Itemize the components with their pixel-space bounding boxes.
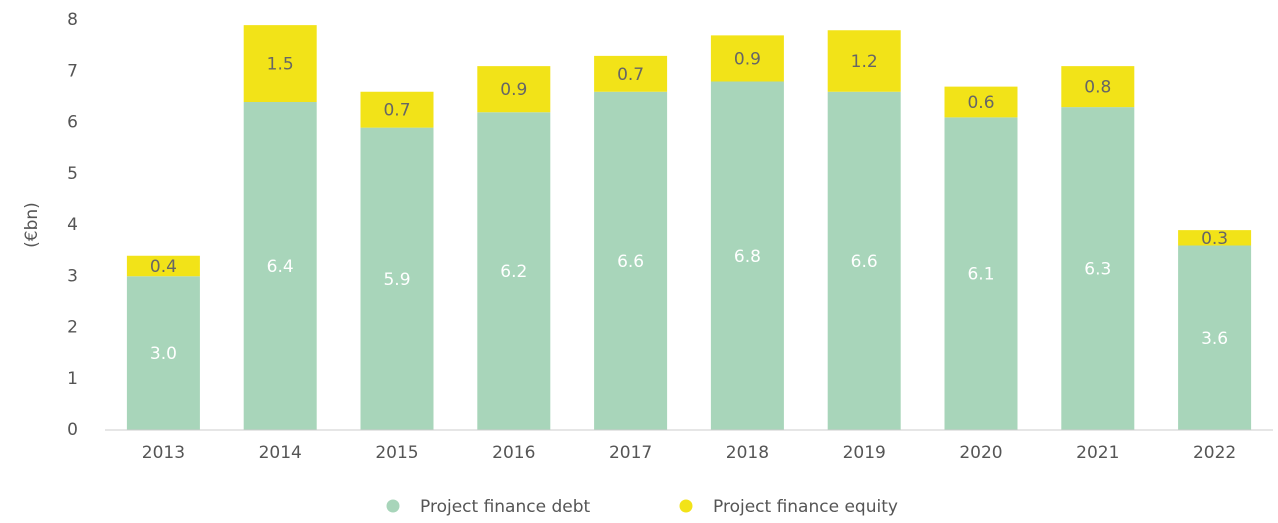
y-tick-label: 4 xyxy=(67,215,78,235)
bar-segment xyxy=(243,102,317,430)
legend-swatch xyxy=(386,499,400,513)
y-tick-label: 2 xyxy=(67,318,78,338)
y-tick-label: 0 xyxy=(67,420,78,440)
bar-segment xyxy=(827,91,901,430)
legend-label: Project finance equity xyxy=(713,497,898,517)
x-tick-label: 2018 xyxy=(726,443,769,463)
value-label: 6.3 xyxy=(1084,260,1111,280)
value-label: 6.4 xyxy=(267,257,294,277)
bar-segment xyxy=(477,66,551,113)
bar-segment xyxy=(944,86,1018,118)
bar-segment xyxy=(1061,107,1135,430)
value-label: 6.6 xyxy=(851,252,878,272)
bar-segment xyxy=(243,25,317,102)
bar-segment xyxy=(594,55,668,92)
value-label: 5.9 xyxy=(383,270,410,290)
legend-label: Project finance debt xyxy=(420,497,590,517)
value-label: 0.7 xyxy=(383,101,410,121)
bar-segment xyxy=(126,276,200,430)
value-label: 6.8 xyxy=(734,247,761,267)
y-tick-label: 1 xyxy=(67,369,78,389)
value-label: 0.3 xyxy=(1201,229,1228,249)
bar-segment xyxy=(594,91,668,430)
y-tick-label: 8 xyxy=(67,10,78,30)
bar-segment xyxy=(360,91,434,128)
x-tick-label: 2019 xyxy=(843,443,886,463)
value-label: 3.0 xyxy=(150,344,177,364)
y-tick-label: 5 xyxy=(67,164,78,184)
value-label: 0.6 xyxy=(967,93,994,113)
bar-segment xyxy=(126,255,200,277)
x-tick-label: 2020 xyxy=(959,443,1002,463)
bar-segment xyxy=(827,30,901,92)
bar-segment xyxy=(944,117,1018,430)
value-label: 6.6 xyxy=(617,252,644,272)
bar-segment xyxy=(477,112,551,430)
value-label: 0.8 xyxy=(1084,78,1111,98)
value-label: 0.9 xyxy=(734,49,761,69)
value-label: 1.2 xyxy=(851,52,878,72)
value-label: 0.7 xyxy=(617,65,644,85)
value-label: 3.6 xyxy=(1201,329,1228,349)
y-tick-label: 3 xyxy=(67,266,78,286)
y-axis-label: (€bn) xyxy=(22,202,42,248)
bar-segment xyxy=(1178,245,1252,430)
x-tick-label: 2016 xyxy=(492,443,535,463)
bar-segment xyxy=(710,35,784,82)
value-label: 6.1 xyxy=(967,265,994,285)
x-tick-label: 2014 xyxy=(259,443,302,463)
bar-segment xyxy=(710,81,784,430)
x-tick-label: 2015 xyxy=(375,443,418,463)
value-label: 1.5 xyxy=(267,55,294,75)
legend-swatch xyxy=(679,499,693,513)
y-tick-label: 6 xyxy=(67,113,78,133)
x-tick-label: 2017 xyxy=(609,443,652,463)
x-tick-label: 2013 xyxy=(142,443,185,463)
bar-segment xyxy=(1178,230,1252,246)
value-label: 0.9 xyxy=(500,80,527,100)
value-label: 0.4 xyxy=(150,257,177,277)
x-tick-label: 2021 xyxy=(1076,443,1119,463)
x-tick-label: 2022 xyxy=(1193,443,1236,463)
bar-segment xyxy=(1061,66,1135,108)
value-label: 6.2 xyxy=(500,262,527,282)
y-tick-label: 7 xyxy=(67,61,78,81)
bar-segment xyxy=(360,127,434,430)
